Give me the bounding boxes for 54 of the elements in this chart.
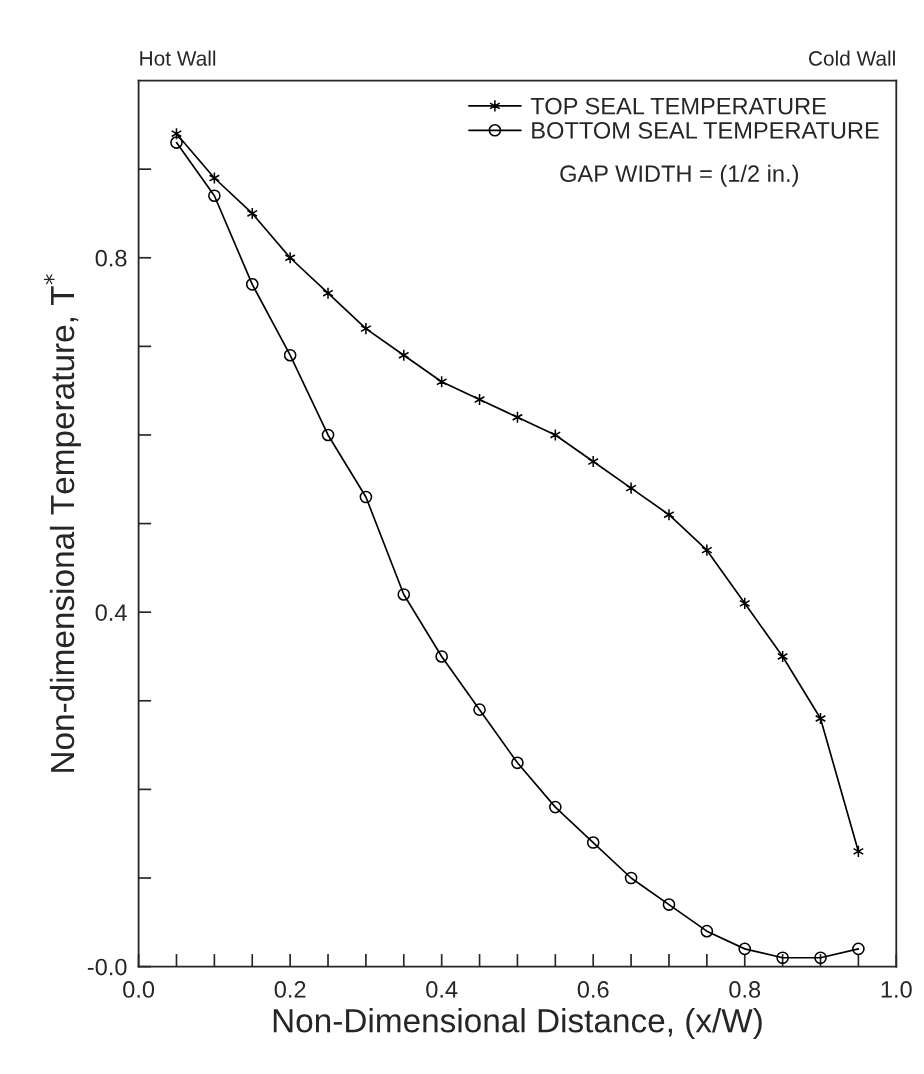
point bbox=[663, 508, 675, 522]
y-tick-label: 0.4 bbox=[95, 604, 127, 621]
point bbox=[701, 543, 713, 557]
point bbox=[700, 924, 714, 938]
point bbox=[587, 455, 599, 468]
x-tick-label: 0.8 bbox=[729, 981, 761, 998]
y-tick-label: 0.8 bbox=[95, 249, 127, 267]
point bbox=[284, 251, 296, 265]
point bbox=[208, 171, 220, 185]
point bbox=[398, 348, 410, 362]
text: Cold Wall bbox=[808, 50, 895, 66]
point bbox=[511, 756, 524, 770]
point bbox=[245, 278, 259, 291]
point bbox=[397, 588, 411, 601]
point bbox=[624, 871, 638, 885]
point bbox=[738, 942, 752, 956]
point bbox=[473, 393, 486, 406]
point bbox=[549, 800, 562, 814]
point bbox=[436, 375, 448, 389]
x-tick-label: 0.2 bbox=[274, 981, 306, 998]
point bbox=[359, 490, 373, 504]
legend-label: TOP SEAL TEMPERATURE bbox=[530, 97, 826, 115]
point bbox=[814, 712, 827, 725]
y-tick-label: -0.0 bbox=[87, 958, 127, 976]
point bbox=[625, 481, 637, 495]
annotation: GAP WIDTH = (1/2 in.) bbox=[560, 164, 798, 187]
point bbox=[852, 845, 864, 858]
point bbox=[283, 348, 297, 362]
point bbox=[321, 428, 335, 442]
x-tick-label: 0.0 bbox=[123, 981, 155, 998]
x-tick-label: 0.4 bbox=[426, 981, 458, 998]
point bbox=[739, 596, 751, 610]
legend-label: BOTTOM SEAL TEMPERATURE bbox=[532, 122, 879, 139]
point bbox=[814, 951, 827, 965]
point bbox=[246, 207, 258, 220]
point bbox=[435, 650, 448, 663]
x-axis-title: Non-Dimensional Distance, (x/W) bbox=[273, 1008, 762, 1040]
y-axis-title: Non-dimensional Temperature, T$^{*}$ bbox=[43, 274, 81, 772]
point bbox=[852, 942, 865, 956]
point bbox=[170, 136, 183, 149]
point bbox=[511, 410, 524, 424]
point bbox=[549, 428, 561, 442]
point bbox=[586, 836, 600, 849]
x-tick-label: 1.0 bbox=[881, 981, 912, 998]
point bbox=[360, 322, 372, 335]
text: Hot Wall bbox=[140, 50, 216, 66]
point bbox=[662, 898, 676, 911]
point bbox=[776, 951, 789, 965]
point bbox=[208, 189, 221, 203]
x-tick-label: 0.6 bbox=[577, 981, 609, 998]
point bbox=[473, 703, 486, 716]
point bbox=[322, 286, 334, 300]
point bbox=[777, 650, 789, 663]
point bbox=[170, 127, 183, 141]
